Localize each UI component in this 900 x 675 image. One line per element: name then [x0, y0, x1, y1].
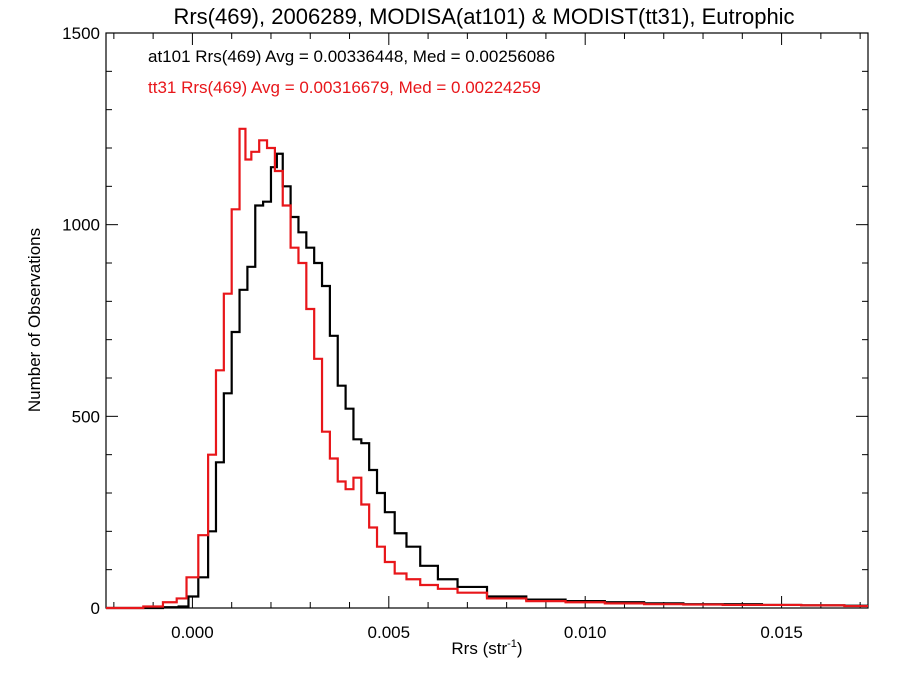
y-axis-label: Number of Observations — [25, 228, 44, 412]
y-tick-label: 1000 — [62, 216, 100, 235]
x-tick-label: 0.005 — [368, 623, 411, 642]
y-tick-label: 1500 — [62, 24, 100, 43]
axis-ticks: 0.000 0.005 0.010 0.015 0 500 1000 1500 — [62, 24, 868, 642]
y-tick-label: 0 — [91, 599, 100, 618]
x-tick-label: 0.015 — [760, 623, 803, 642]
x-tick-label: 0.010 — [564, 623, 607, 642]
annotation-tt31: tt31 Rrs(469) Avg = 0.00316679, Med = 0.… — [148, 78, 541, 97]
series-group — [106, 127, 868, 610]
series-at101-line — [106, 152, 868, 610]
annotation-at101: at101 Rrs(469) Avg = 0.00336448, Med = 0… — [148, 47, 555, 66]
chart-title: Rrs(469), 2006289, MODISA(at101) & MODIS… — [173, 4, 794, 29]
plot-frame — [105, 32, 869, 609]
x-axis-label-main: Rrs (str — [451, 639, 507, 658]
x-tick-label: 0.000 — [171, 623, 214, 642]
x-axis-label-end: ) — [517, 639, 523, 658]
x-axis-label: Rrs (str-1) — [451, 638, 522, 658]
y-tick-label: 500 — [72, 407, 100, 426]
series-tt31-line — [106, 127, 868, 610]
x-axis-label-sup: -1 — [507, 638, 517, 650]
